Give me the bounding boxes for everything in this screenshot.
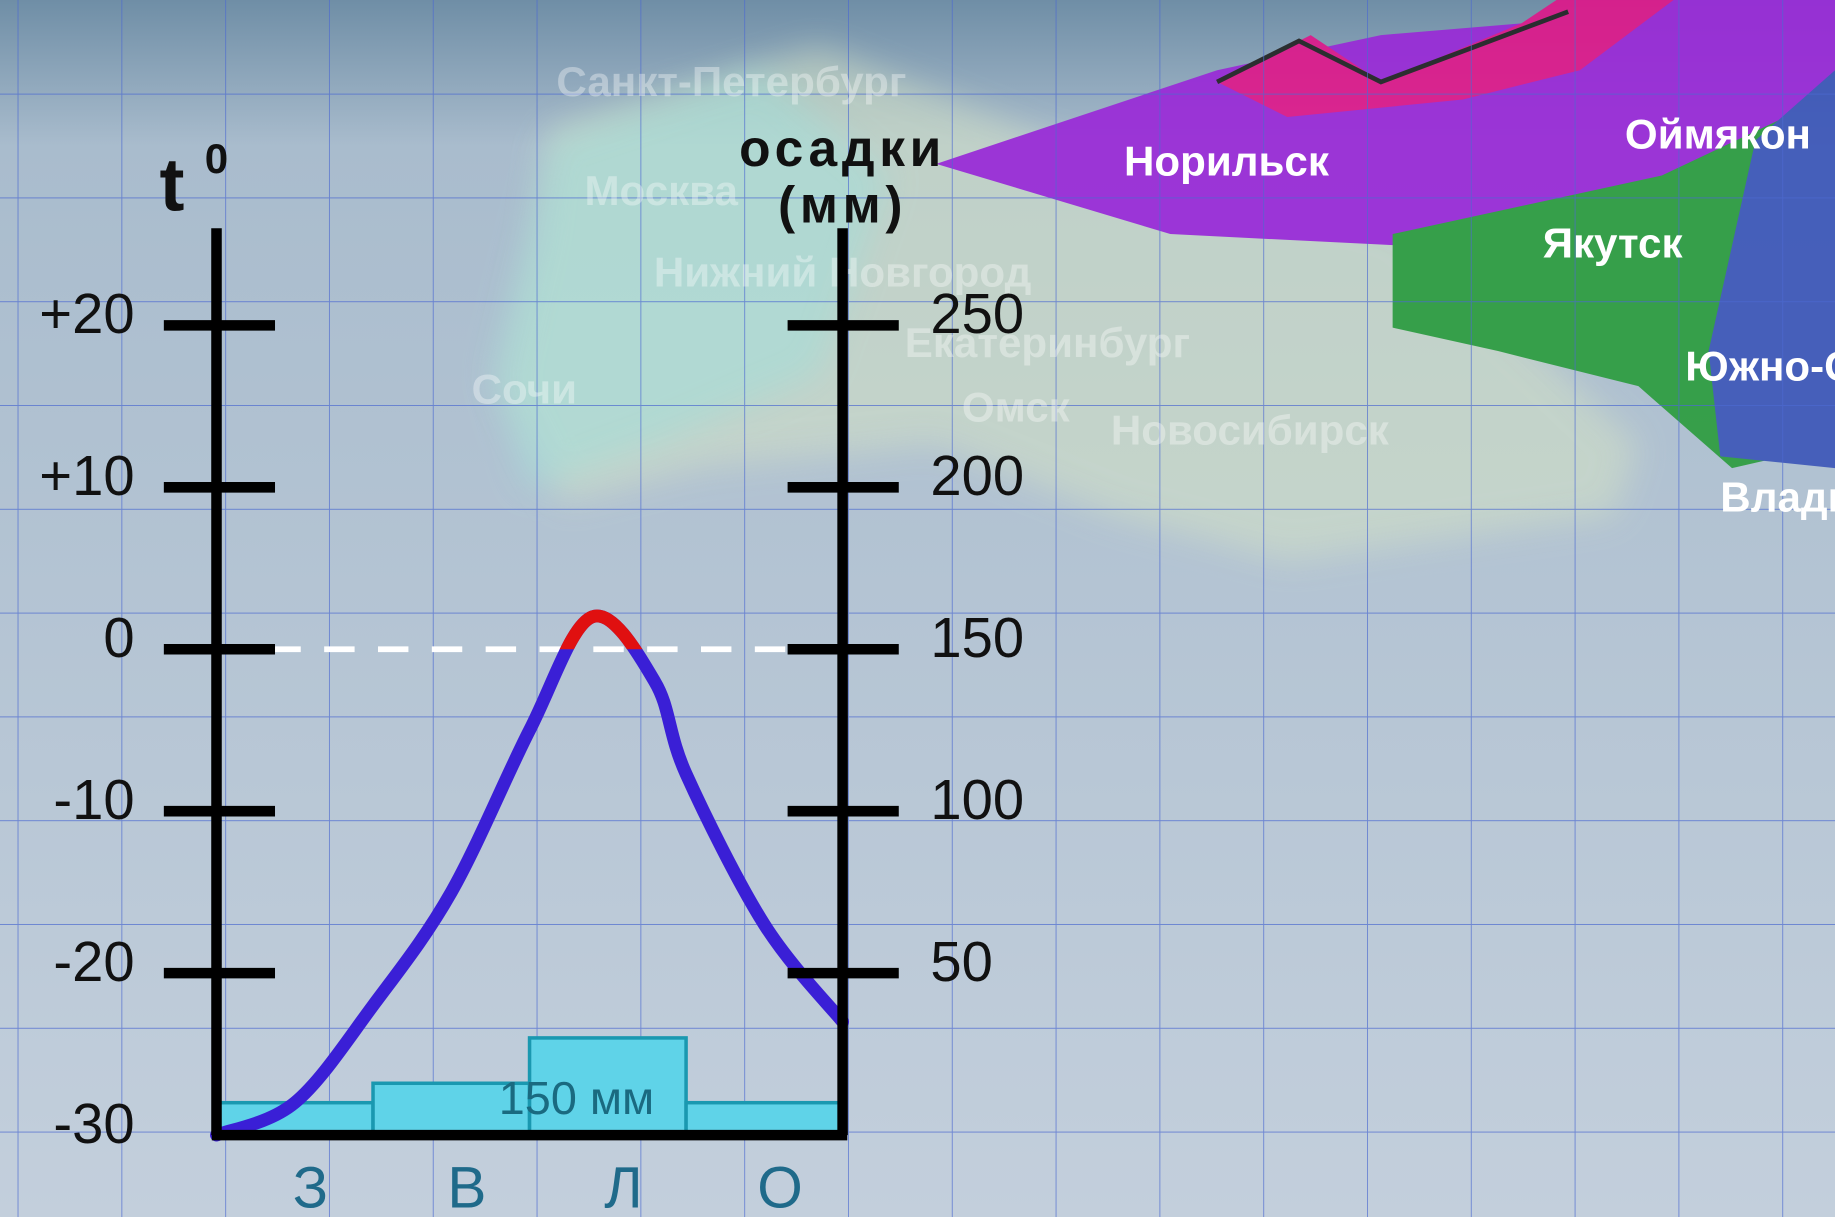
y2-tick-label: 200	[930, 444, 1024, 507]
city-label: Южно-Сахалинск	[1685, 342, 1835, 389]
city-label: Москва	[584, 167, 738, 214]
annotation: 150 мм	[499, 1072, 654, 1124]
y-tick-label: +10	[39, 444, 134, 507]
y2-tick-label: 50	[930, 930, 992, 993]
x-tick-label: В	[447, 1156, 486, 1217]
city-label: Сочи	[472, 366, 577, 413]
y2-axis-label: (мм)	[778, 175, 907, 233]
y2-tick-label: 150	[930, 606, 1024, 669]
y-tick-label: -10	[53, 768, 134, 831]
city-label: Екатеринбург	[905, 319, 1190, 366]
y2-tick-label: 100	[930, 768, 1024, 831]
city-label: Норильск	[1124, 138, 1330, 185]
city-label: Владивосток	[1720, 473, 1835, 520]
y-tick-label: -30	[53, 1092, 134, 1155]
y-axis-label: t	[160, 143, 185, 227]
x-tick-label: О	[757, 1156, 803, 1217]
x-tick-label: З	[293, 1156, 328, 1217]
y2-tick-label: 250	[930, 282, 1024, 345]
x-tick-label: Л	[604, 1156, 642, 1217]
city-label: Якутск	[1543, 219, 1684, 266]
y-tick-label: +20	[39, 282, 134, 345]
city-label: Оймякон	[1625, 111, 1811, 158]
city-label: Санкт-Петербург	[556, 58, 906, 105]
city-label: Омск	[962, 383, 1071, 430]
temperature-line	[210, 609, 850, 1142]
y-tick-label: 0	[103, 606, 134, 669]
y2-axis-label: осадки	[739, 119, 946, 177]
city-label: Новосибирск	[1111, 407, 1390, 454]
y-axis-label-superscript: 0	[205, 135, 228, 182]
y-tick-label: -20	[53, 930, 134, 993]
